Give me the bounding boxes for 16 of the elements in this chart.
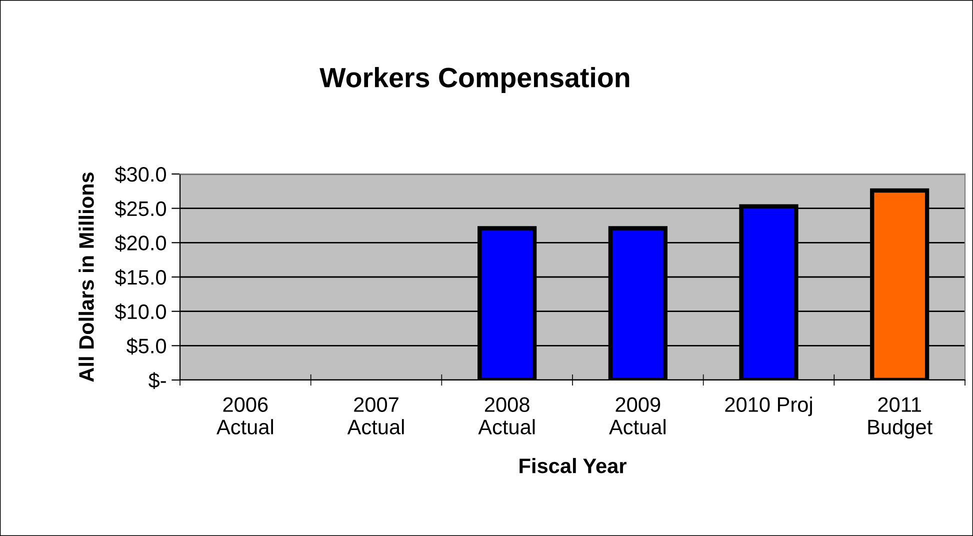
y-axis-title: All Dollars in Millions	[78, 172, 94, 382]
y-tick-label: $10.0	[114, 303, 166, 320]
y-tick-label: $5.0	[126, 338, 166, 355]
y-tick-label: $-	[148, 372, 166, 389]
chart-title: Workers Compensation	[320, 67, 630, 93]
y-tick-label: $30.0	[114, 166, 166, 183]
x-tick-label: 2006 Actual	[216, 397, 273, 434]
y-tick-label: $25.0	[114, 200, 166, 218]
y-tick-label: $20.0	[114, 234, 166, 252]
y-tick-label: $15.0	[114, 269, 166, 286]
x-tick-label: 2011 Budget	[868, 397, 932, 439]
x-axis-title: Fiscal Year	[520, 458, 626, 474]
x-tick-label: 2010 Proj	[725, 396, 812, 416]
x-tick-label: 2007 Actual	[347, 397, 404, 434]
x-tick-label: 2008 Actual	[478, 397, 535, 434]
x-tick-label: 2009 Actual	[609, 397, 666, 434]
